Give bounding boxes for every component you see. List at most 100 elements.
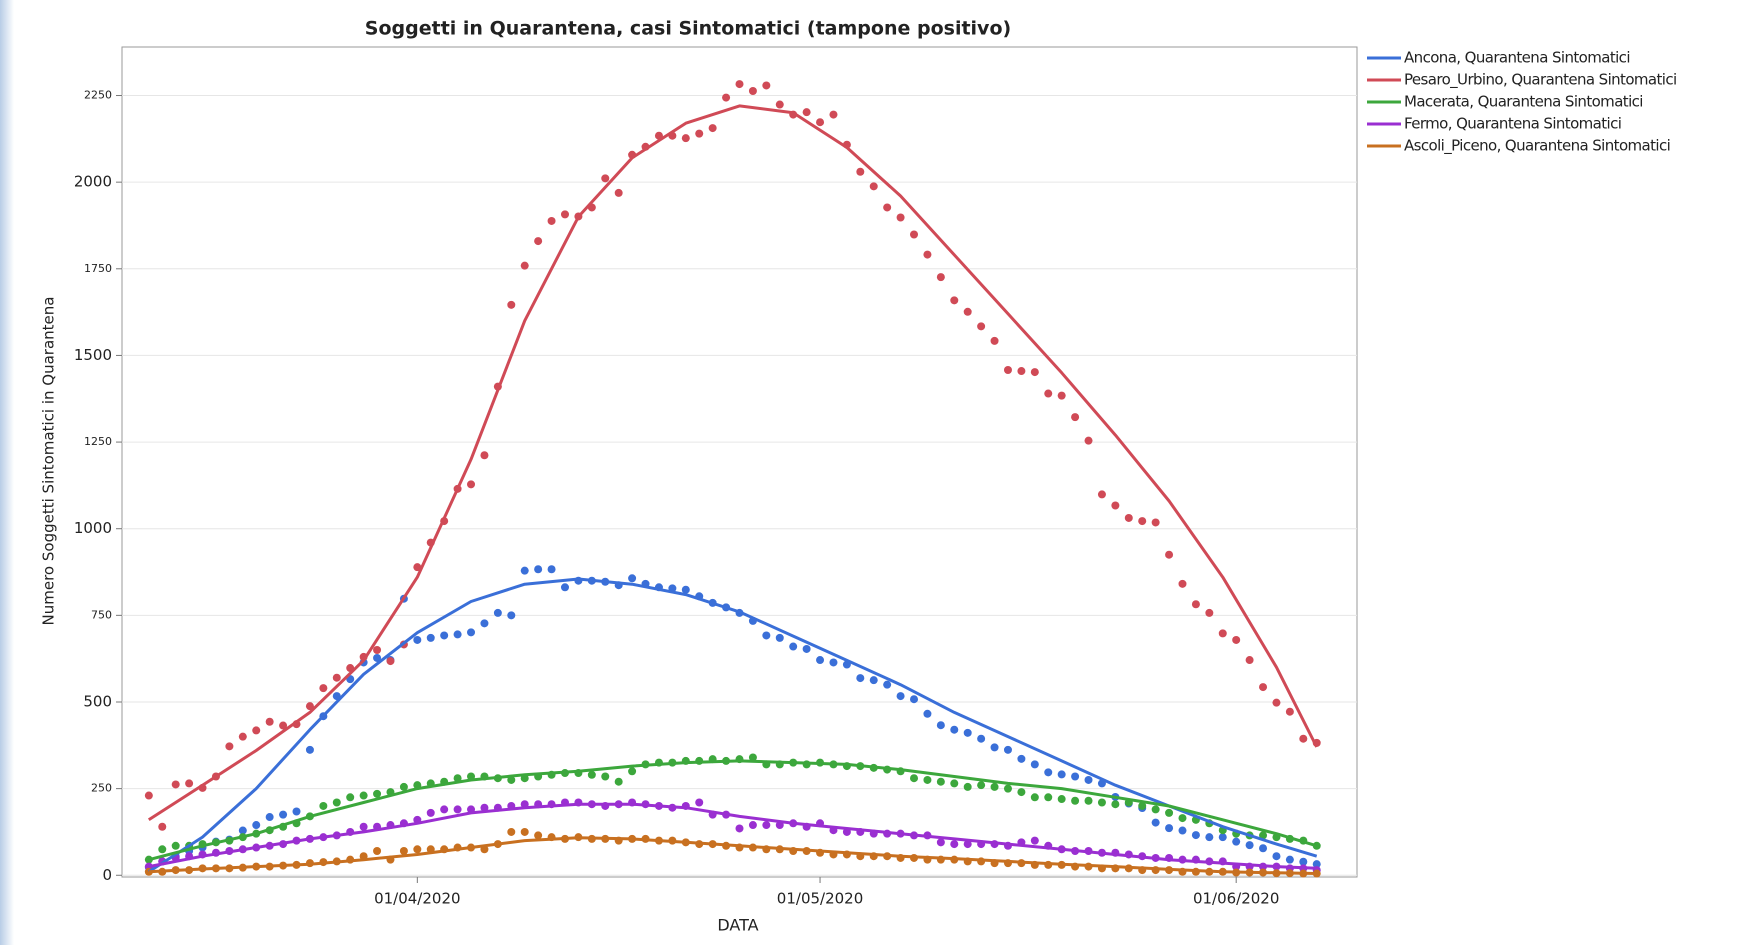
data-point	[467, 480, 476, 489]
data-point	[1044, 768, 1053, 777]
data-point	[1057, 391, 1066, 400]
data-point	[923, 709, 932, 718]
data-point	[1071, 796, 1080, 805]
legend-label: Pesaro_Urbino, Quarantena Sintomatici	[1404, 71, 1677, 90]
data-point	[950, 296, 959, 305]
data-point	[305, 745, 314, 754]
data-point	[950, 779, 959, 788]
data-point	[1017, 788, 1026, 797]
data-point	[520, 566, 529, 575]
y-tick-label: 1000	[74, 519, 112, 537]
data-point	[695, 798, 704, 807]
data-point	[1138, 801, 1147, 810]
data-point	[440, 805, 449, 814]
data-point	[829, 658, 838, 667]
data-point	[936, 721, 945, 730]
data-point	[332, 673, 341, 682]
data-point	[775, 100, 784, 109]
data-point	[1071, 772, 1080, 781]
data-point	[1030, 793, 1039, 802]
data-point	[453, 630, 462, 639]
data-point	[534, 237, 543, 246]
data-point	[1151, 818, 1160, 827]
data-point	[520, 261, 529, 270]
y-axis-label: Numero Soggetti Sintomatici in Quaranten…	[40, 297, 58, 626]
data-point	[896, 692, 905, 701]
data-point	[802, 108, 811, 117]
data-point	[1071, 413, 1080, 422]
data-point	[628, 767, 637, 776]
data-point	[1299, 857, 1308, 866]
data-point	[534, 565, 543, 574]
y-tick-label: 0	[102, 866, 112, 884]
data-point	[399, 782, 408, 791]
data-point	[963, 728, 972, 737]
data-point	[1030, 368, 1039, 377]
data-point	[440, 631, 449, 640]
data-point	[762, 631, 771, 640]
data-point	[816, 656, 825, 665]
data-point	[923, 250, 932, 259]
data-point	[789, 642, 798, 651]
data-point	[1245, 841, 1254, 850]
data-point	[681, 585, 690, 594]
data-point	[399, 847, 408, 856]
data-point	[748, 87, 757, 96]
data-point	[279, 721, 288, 730]
y-tick-label: 500	[83, 692, 112, 710]
data-point	[252, 726, 261, 735]
data-point	[171, 780, 180, 789]
data-point	[1057, 795, 1066, 804]
data-point	[373, 646, 382, 655]
data-point	[1057, 770, 1066, 779]
data-point	[453, 774, 462, 783]
data-point	[990, 336, 999, 345]
data-point	[963, 307, 972, 316]
data-point	[990, 782, 999, 791]
data-point	[480, 451, 489, 460]
y-tick-label: 250	[91, 782, 112, 795]
data-point	[910, 695, 919, 704]
x-tick-label: 01/05/2020	[777, 890, 863, 908]
data-point	[373, 789, 382, 798]
data-point	[1285, 707, 1294, 716]
data-point	[373, 653, 382, 662]
data-point	[252, 821, 261, 830]
data-point	[158, 845, 167, 854]
y-tick-label: 1250	[84, 435, 112, 448]
data-point	[990, 743, 999, 752]
legend-label: Ancona, Quarantena Sintomatici	[1404, 49, 1630, 67]
data-point	[493, 608, 502, 617]
data-point	[171, 841, 180, 850]
data-point	[950, 840, 959, 849]
data-point	[856, 167, 865, 176]
data-point	[1044, 389, 1053, 398]
trend-line	[148, 802, 1317, 870]
data-point	[332, 798, 341, 807]
y-tick-label: 2250	[84, 89, 112, 102]
data-point	[1084, 436, 1093, 445]
data-point	[426, 633, 435, 642]
data-point	[1232, 635, 1241, 644]
data-point	[963, 840, 972, 849]
legend-label: Fermo, Quarantena Sintomatici	[1404, 115, 1621, 133]
data-point	[413, 635, 422, 644]
data-point	[1003, 745, 1012, 754]
data-point	[601, 772, 610, 781]
data-point	[1017, 367, 1026, 376]
data-point	[1218, 833, 1227, 842]
data-point	[359, 822, 368, 831]
data-point	[1178, 579, 1187, 588]
data-point	[225, 742, 234, 751]
data-point	[534, 831, 543, 840]
trend-line	[147, 577, 1318, 874]
data-point	[1218, 629, 1227, 638]
data-point	[708, 124, 717, 133]
data-point	[238, 732, 247, 741]
x-tick-label: 01/04/2020	[374, 890, 460, 908]
data-point	[1205, 608, 1214, 617]
data-point	[507, 611, 516, 620]
data-point	[144, 791, 153, 800]
data-point	[1191, 831, 1200, 840]
data-point	[735, 80, 744, 89]
